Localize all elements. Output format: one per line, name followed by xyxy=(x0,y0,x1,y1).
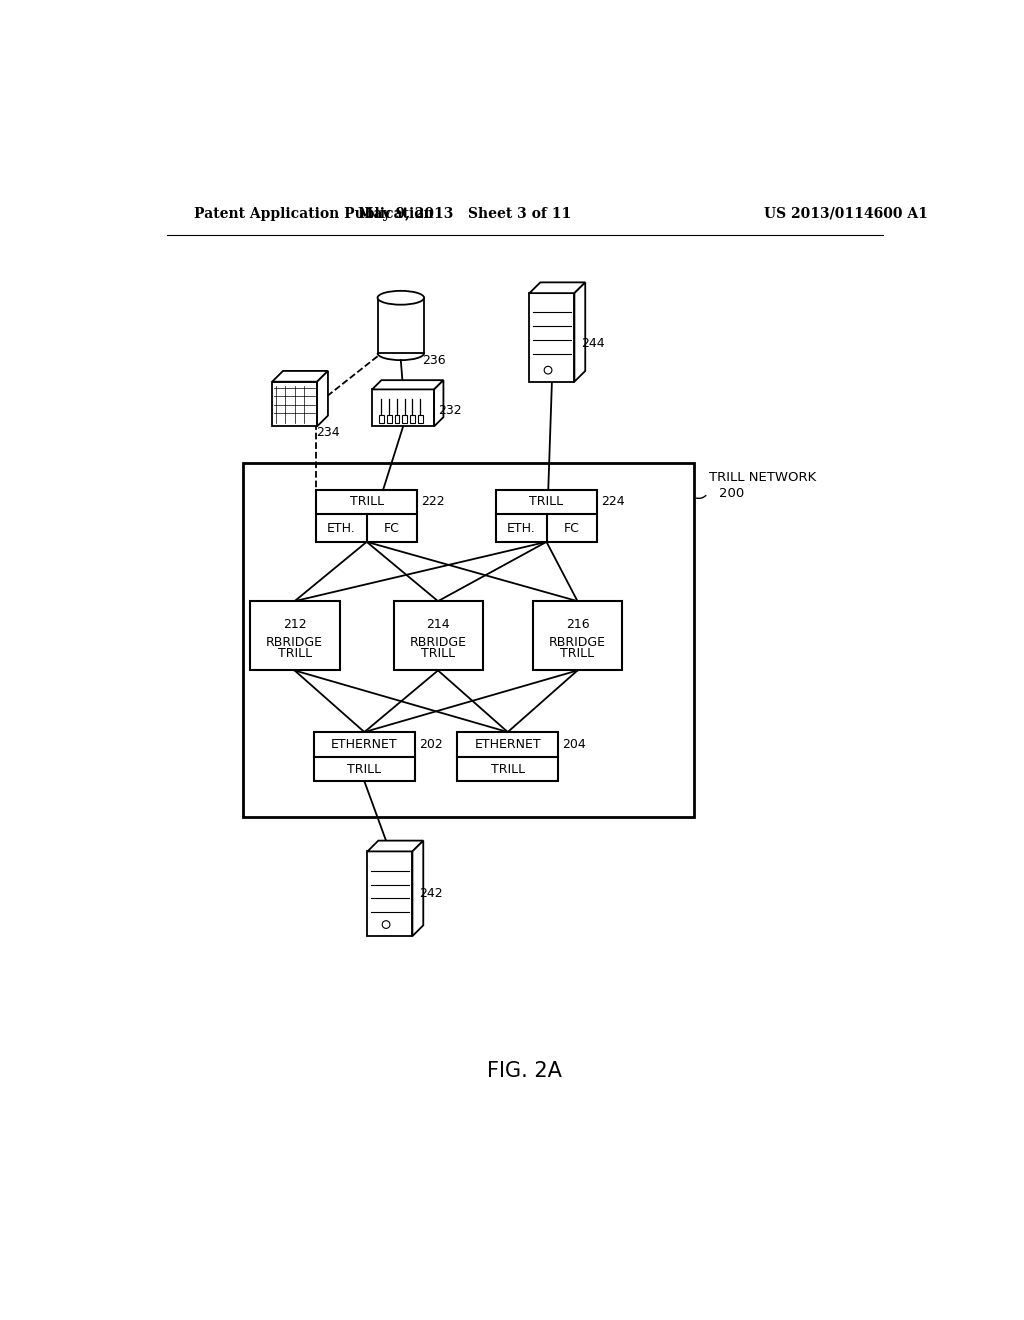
Bar xyxy=(394,414,399,422)
Text: ETHERNET: ETHERNET xyxy=(331,738,397,751)
Text: 224: 224 xyxy=(601,495,625,508)
Bar xyxy=(410,414,415,422)
FancyBboxPatch shape xyxy=(372,389,434,426)
Polygon shape xyxy=(434,380,443,426)
Bar xyxy=(402,414,407,422)
Bar xyxy=(387,414,391,422)
Bar xyxy=(534,601,623,671)
Text: TRILL: TRILL xyxy=(529,495,563,508)
Text: ETHERNET: ETHERNET xyxy=(474,738,541,751)
Text: 212: 212 xyxy=(283,618,306,631)
Bar xyxy=(378,298,424,354)
Text: May 9, 2013   Sheet 3 of 11: May 9, 2013 Sheet 3 of 11 xyxy=(358,207,571,220)
Text: ETH.: ETH. xyxy=(327,521,355,535)
Polygon shape xyxy=(372,380,443,389)
Text: RBRIDGE: RBRIDGE xyxy=(410,636,467,649)
Text: 236: 236 xyxy=(423,354,446,367)
Bar xyxy=(529,293,574,381)
Text: 202: 202 xyxy=(419,738,442,751)
Text: TRILL: TRILL xyxy=(560,647,595,660)
Text: FIG. 2A: FIG. 2A xyxy=(487,1061,562,1081)
Polygon shape xyxy=(413,841,423,936)
Bar xyxy=(272,381,317,426)
Text: 214: 214 xyxy=(426,618,450,631)
Text: 204: 204 xyxy=(562,738,586,751)
Text: 216: 216 xyxy=(565,618,590,631)
Polygon shape xyxy=(368,841,423,851)
Polygon shape xyxy=(529,282,586,293)
Ellipse shape xyxy=(378,290,424,305)
Bar xyxy=(368,851,413,936)
Text: FC: FC xyxy=(563,521,580,535)
Polygon shape xyxy=(272,371,328,381)
Text: 200: 200 xyxy=(719,487,743,500)
Text: 234: 234 xyxy=(316,426,340,440)
Text: TRILL: TRILL xyxy=(490,763,525,776)
Bar xyxy=(316,490,417,543)
Text: Patent Application Publication: Patent Application Publication xyxy=(194,207,433,220)
Text: US 2013/0114600 A1: US 2013/0114600 A1 xyxy=(764,207,928,220)
Text: FC: FC xyxy=(384,521,399,535)
Text: TRILL NETWORK: TRILL NETWORK xyxy=(710,471,816,484)
Bar xyxy=(458,733,558,781)
FancyArrowPatch shape xyxy=(696,495,706,499)
Bar xyxy=(251,601,340,671)
Text: 244: 244 xyxy=(582,337,605,350)
Text: TRILL: TRILL xyxy=(278,647,311,660)
Text: ETH.: ETH. xyxy=(507,521,536,535)
Text: 242: 242 xyxy=(420,887,443,900)
Text: TRILL: TRILL xyxy=(347,763,381,776)
Text: TRILL: TRILL xyxy=(349,495,384,508)
Bar xyxy=(314,733,415,781)
Bar xyxy=(496,490,597,543)
Text: 232: 232 xyxy=(438,404,462,417)
Text: RBRIDGE: RBRIDGE xyxy=(266,636,324,649)
Bar xyxy=(394,601,483,671)
Polygon shape xyxy=(317,371,328,426)
Circle shape xyxy=(382,921,390,928)
Bar xyxy=(379,414,384,422)
Polygon shape xyxy=(574,282,586,381)
Circle shape xyxy=(544,367,552,374)
Bar xyxy=(243,462,693,817)
Bar xyxy=(418,414,423,422)
Text: TRILL: TRILL xyxy=(421,647,455,660)
Text: RBRIDGE: RBRIDGE xyxy=(549,636,606,649)
Text: 222: 222 xyxy=(421,495,444,508)
